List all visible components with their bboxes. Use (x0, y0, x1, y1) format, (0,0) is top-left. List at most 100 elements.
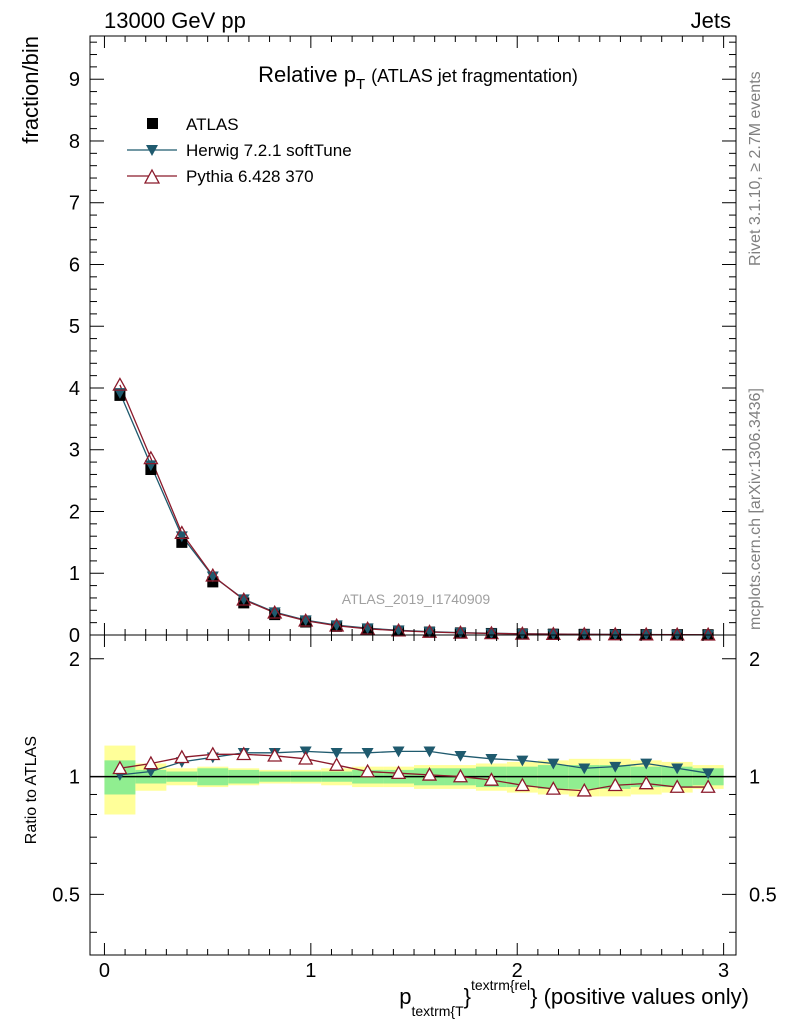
ratio-point-pythia (143, 755, 159, 770)
ratio-point-pythia (390, 765, 407, 780)
data-point-pythia (545, 626, 561, 641)
x-label-sup: textrm{rel (471, 977, 530, 993)
ratio-point-pythia (174, 749, 190, 764)
ratio-point-herwig (640, 758, 653, 770)
y-tick-label: 1 (69, 563, 80, 585)
data-point-pythia (359, 620, 376, 635)
legend-marker-pythia (143, 168, 161, 184)
data-point-pythia (298, 612, 314, 627)
data-point-pythia (421, 624, 438, 638)
ratio-tick-label-right: 1 (749, 767, 760, 789)
x-tick-label: 3 (718, 960, 729, 982)
legend-marker-atlas (147, 118, 158, 129)
x-label-sub: textrm{T (412, 1003, 465, 1019)
y-tick-label: 2 (69, 501, 80, 523)
x-label-p: p (399, 984, 411, 1009)
ratio-y-axis-label: Ratio to ATLAS (23, 736, 40, 844)
legend-label-pythia: Pythia 6.428 370 (186, 167, 314, 186)
ratio-point-herwig (423, 746, 436, 758)
y-tick-label: 4 (69, 378, 80, 400)
chart-title: Relative pT (ATLAS jet fragmentation) (258, 62, 578, 93)
ratio-point-pythia (421, 767, 438, 781)
data-point-atlas (176, 536, 188, 548)
rivet-label: Rivet 3.1.10, ≥ 2.7M events (747, 71, 764, 266)
data-point-pythia (638, 626, 654, 641)
ratio-tick-label-right: 2 (749, 649, 760, 671)
data-point-herwig (175, 531, 188, 543)
y-tick-label: 0 (69, 625, 80, 647)
data-point-herwig (113, 388, 126, 399)
ratio-point-pythia (669, 779, 685, 793)
axes: 0 1 2 3 0 1 2 3 4 5 6 7 8 9 0.5 0.5 1 1 2 2 (52, 35, 777, 982)
data-point-pythia (452, 625, 469, 639)
ratio-point-pythia (236, 746, 252, 761)
ratio-point-herwig (485, 754, 498, 765)
x-tick-label: 1 (305, 960, 316, 982)
data-point-pythia (112, 377, 128, 391)
title-suffix: (ATLAS jet fragmentation) (371, 66, 578, 86)
mcplots-label: mcplots.cern.ch [arXiv:1306.3436] (747, 388, 764, 630)
ratio-point-pythia (205, 746, 221, 761)
ratio-point-herwig (547, 758, 560, 770)
ratio-point-herwig (392, 746, 405, 758)
ratio-point-pythia (638, 775, 654, 790)
title-main: Relative p (258, 62, 356, 87)
legend-entry-pythia: Pythia 6.428 370 (127, 167, 314, 186)
ratio-point-pythia (452, 768, 469, 783)
ratio-tick-label-left: 2 (69, 649, 80, 671)
data-point-pythia (329, 617, 345, 632)
legend: ATLAS Herwig 7.2.1 softTune Pythia 6.428… (127, 115, 352, 186)
y-axis-label: fraction/bin (18, 36, 43, 144)
y-tick-label: 8 (69, 131, 80, 153)
ratio-point-herwig (578, 763, 591, 775)
data-point-herwig (268, 607, 281, 619)
data-point-pythia (267, 604, 283, 619)
ratio-point-herwig (702, 768, 715, 780)
ratio-point-pythia (483, 772, 500, 786)
x-axis-label: ptextrm{T}textrm{rel} (positive values o… (399, 977, 749, 1019)
data-point-pythia (205, 567, 221, 582)
data-point-pythia (483, 625, 500, 640)
data-point-herwig (392, 625, 405, 637)
data-point-herwig (237, 594, 250, 606)
data-point-pythia (143, 450, 159, 465)
ratio-point-herwig (609, 761, 622, 773)
ratio-point-pythia (514, 777, 530, 792)
y-tick-label: 5 (69, 316, 80, 338)
data-point-pythia (390, 622, 407, 637)
y-tick-label: 9 (69, 69, 80, 91)
data-point-herwig (330, 620, 343, 632)
data-point-pythia (174, 525, 190, 539)
ratio-point-pythia (329, 757, 345, 771)
ratio-point-herwig (144, 766, 157, 778)
legend-marker-herwig (146, 145, 158, 156)
ratio-point-herwig (671, 763, 684, 775)
x-tick-label: 2 (512, 960, 523, 982)
y-tick-label: 7 (69, 193, 80, 215)
x-label-suffix: } (positive values only) (530, 984, 749, 1009)
data-point-pythia (607, 626, 623, 641)
ratio-point-herwig (361, 748, 374, 759)
ratio-point-herwig (330, 748, 343, 759)
ratio-point-pythia (359, 763, 376, 778)
header-energy-label: 13000 GeV pp (104, 8, 246, 33)
ratio-plot-data (90, 746, 736, 797)
ratio-point-pythia (545, 781, 561, 795)
data-point-herwig (299, 615, 312, 627)
header-jets-label: Jets (691, 8, 731, 33)
legend-entry-atlas: ATLAS (147, 115, 239, 134)
ratio-point-pythia (576, 782, 592, 797)
data-point-pythia (514, 626, 530, 640)
y-tick-label: 3 (69, 440, 80, 462)
data-point-pythia (576, 626, 592, 641)
data-point-pythia (236, 591, 252, 606)
legend-label-atlas: ATLAS (186, 115, 239, 134)
ratio-plot-frame (89, 634, 737, 956)
ratio-point-herwig (516, 755, 529, 767)
data-point-pythia (669, 626, 685, 641)
ratio-line-pythia (119, 753, 709, 792)
data-point-pythia (700, 626, 716, 641)
ratio-tick-label-left: 0.5 (52, 884, 80, 906)
ratio-point-pythia (298, 750, 314, 765)
